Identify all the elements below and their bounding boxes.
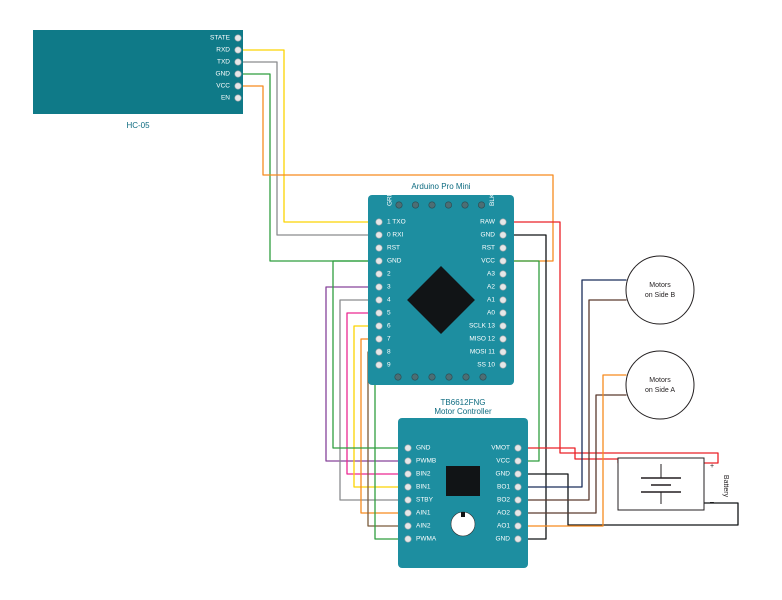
svg-text:5: 5 xyxy=(387,310,391,317)
svg-text:A0: A0 xyxy=(487,310,495,317)
svg-text:6: 6 xyxy=(387,323,391,330)
tb6612-title2: Motor Controller xyxy=(434,407,492,416)
svg-text:BO2: BO2 xyxy=(497,497,510,504)
svg-text:Battery: Battery xyxy=(722,475,729,498)
svg-text:SS 10: SS 10 xyxy=(477,362,495,369)
svg-text:AIN2: AIN2 xyxy=(416,523,431,530)
svg-text:PWMB: PWMB xyxy=(416,458,436,465)
svg-text:Motors: Motors xyxy=(649,282,671,289)
svg-text:VCC: VCC xyxy=(216,83,230,90)
svg-text:MISO 12: MISO 12 xyxy=(469,336,495,343)
svg-text:GND: GND xyxy=(496,536,511,543)
svg-text:GND: GND xyxy=(481,232,496,239)
svg-text:VCC: VCC xyxy=(481,258,495,265)
arduino-module: Arduino Pro Mini GRN BLK 1 TXO 0 RXI RST GND 2 3… xyxy=(368,182,514,385)
svg-text:GND: GND xyxy=(387,258,402,265)
motorB: Motors on Side B xyxy=(626,256,694,324)
svg-text:SCLK 13: SCLK 13 xyxy=(469,323,495,330)
svg-text:AIN1: AIN1 xyxy=(416,510,431,517)
svg-text:8: 8 xyxy=(387,349,391,356)
svg-text:9: 9 xyxy=(387,362,391,369)
svg-text:STBY: STBY xyxy=(416,497,434,504)
svg-text:–: – xyxy=(710,499,714,506)
svg-text:PWMA: PWMA xyxy=(416,536,437,543)
svg-text:7: 7 xyxy=(387,336,391,343)
svg-text:A3: A3 xyxy=(487,271,495,278)
svg-text:RST: RST xyxy=(387,245,400,252)
svg-text:GND: GND xyxy=(416,445,431,452)
svg-text:A2: A2 xyxy=(487,284,495,291)
svg-text:1 TXO: 1 TXO xyxy=(387,219,406,226)
svg-text:+: + xyxy=(710,463,714,470)
svg-text:AO1: AO1 xyxy=(497,523,510,530)
svg-text:BIN1: BIN1 xyxy=(416,484,431,491)
svg-text:2: 2 xyxy=(387,271,391,278)
arduino-title: Arduino Pro Mini xyxy=(411,182,470,191)
svg-text:0 RXI: 0 RXI xyxy=(387,232,403,239)
svg-text:MOSI 11: MOSI 11 xyxy=(470,349,496,356)
svg-text:4: 4 xyxy=(387,297,391,304)
svg-text:on Side B: on Side B xyxy=(645,292,676,299)
svg-text:BO1: BO1 xyxy=(497,484,510,491)
svg-text:GND: GND xyxy=(496,471,511,478)
svg-text:on Side A: on Side A xyxy=(645,387,675,394)
hc05-label: HC-05 xyxy=(126,121,150,130)
svg-text:RAW: RAW xyxy=(480,219,496,226)
tb6612-title1: TB6612FNG xyxy=(441,398,486,407)
svg-text:RST: RST xyxy=(482,245,495,252)
svg-text:A1: A1 xyxy=(487,297,495,304)
tb6612-module: TB6612FNGMotor Controller GND PWMB BIN2 BIN1… xyxy=(398,398,528,568)
svg-text:Motors: Motors xyxy=(649,377,671,384)
svg-text:BIN2: BIN2 xyxy=(416,471,431,478)
svg-text:GRN: GRN xyxy=(387,191,394,206)
svg-text:AO2: AO2 xyxy=(497,510,510,517)
svg-text:BLK: BLK xyxy=(489,193,496,206)
svg-text:STATE: STATE xyxy=(210,35,231,42)
svg-text:GND: GND xyxy=(216,71,231,78)
svg-text:TXD: TXD xyxy=(217,59,230,66)
svg-text:RXD: RXD xyxy=(216,47,230,54)
svg-text:EN: EN xyxy=(221,95,230,102)
motorA: Motors on Side A xyxy=(626,351,694,419)
svg-text:VCC: VCC xyxy=(496,458,510,465)
svg-text:3: 3 xyxy=(387,284,391,291)
svg-text:VMOT: VMOT xyxy=(491,445,510,452)
